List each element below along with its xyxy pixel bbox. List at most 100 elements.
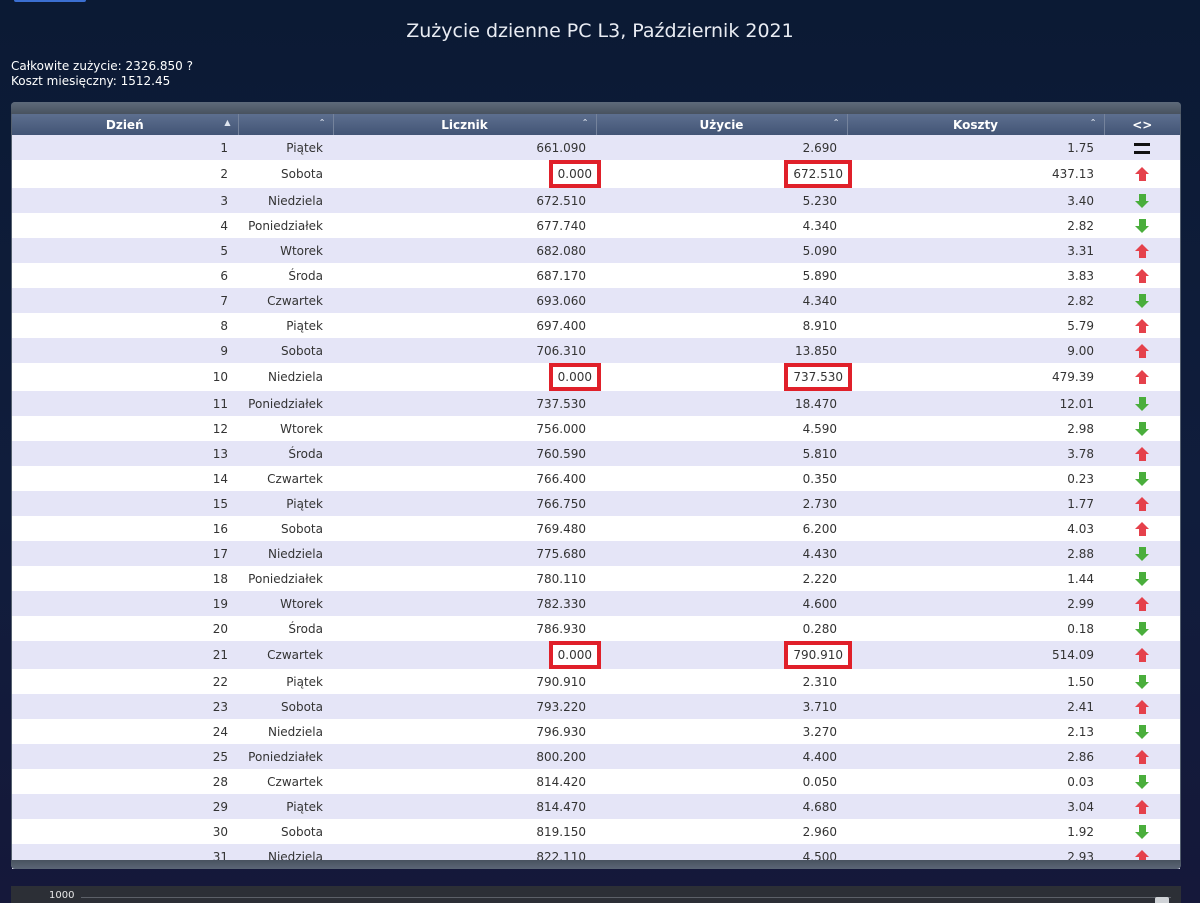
day-number: 18	[212, 571, 228, 586]
usage-value-cell: 2.220	[596, 566, 847, 591]
meter-reading: 682.080	[536, 243, 586, 258]
cost-value-cell: 5.79	[847, 313, 1104, 338]
usage-value: 8.910	[802, 318, 837, 333]
cost-value-cell: 479.39	[847, 363, 1104, 391]
usage-value: 5.810	[802, 446, 837, 461]
trend-cell	[1104, 188, 1180, 213]
column-header-cost-label: Koszty	[952, 117, 999, 132]
column-header-trend[interactable]: <>	[1104, 114, 1180, 135]
meter-reading: 775.680	[536, 546, 586, 561]
weekday-cell: Środa	[238, 263, 333, 288]
usage-value-cell: 672.510	[596, 160, 852, 188]
weekday-cell: Sobota	[238, 160, 333, 188]
day-number: 23	[212, 699, 228, 714]
meter-reading: 672.510	[536, 193, 586, 208]
cost-value-cell: 3.40	[847, 188, 1104, 213]
table-row: 11 Poniedziałek 737.530 18.470 12.01	[12, 391, 1180, 416]
trend-cell	[1104, 669, 1180, 694]
day-number-cell: 1	[12, 135, 238, 160]
arrow-down-icon	[1134, 724, 1150, 739]
meter-reading-cell: 0.000	[333, 363, 601, 391]
arrow-down-icon	[1134, 218, 1150, 233]
meter-reading-cell: 775.680	[333, 541, 596, 566]
usage-value-cell: 6.200	[596, 516, 847, 541]
trend-cell	[1104, 416, 1180, 441]
table-panel-bottom-bar	[11, 860, 1181, 869]
meter-reading: 706.310	[536, 343, 586, 358]
cost-value: 437.13	[1052, 167, 1094, 181]
trend-cell	[1104, 363, 1180, 391]
weekday: Czwartek	[267, 471, 323, 486]
weekday-cell: Poniedziałek	[238, 744, 333, 769]
chart-menu-button[interactable]	[1155, 897, 1169, 903]
meter-reading-cell: 677.740	[333, 213, 596, 238]
day-number-cell: 29	[12, 794, 238, 819]
day-number-cell: 24	[12, 719, 238, 744]
arrow-down-icon	[1134, 396, 1150, 411]
weekday: Niedziela	[267, 370, 323, 384]
weekday-cell: Czwartek	[238, 466, 333, 491]
cost-value-cell: 2.82	[847, 213, 1104, 238]
usage-value: 5.090	[802, 243, 837, 258]
column-header-day[interactable]: Dzień ▲	[12, 114, 239, 135]
usage-value-cell: 18.470	[596, 391, 847, 416]
column-header-meter[interactable]: Licznik ⌃	[333, 114, 597, 135]
arrow-up-icon	[1134, 268, 1150, 283]
usage-value-cell: 3.710	[596, 694, 847, 719]
day-number-cell: 19	[12, 591, 238, 616]
cost-value-cell: 1.77	[847, 491, 1104, 516]
trend-cell	[1104, 591, 1180, 616]
table-row: 16 Sobota 769.480 6.200 4.03	[12, 516, 1180, 541]
column-header-usage[interactable]: Użycie ⌃	[596, 114, 848, 135]
cost-value: 3.78	[1067, 446, 1094, 461]
column-header-weekday[interactable]: ⌃	[238, 114, 334, 135]
meter-reading-cell: 780.110	[333, 566, 596, 591]
trend-cell	[1104, 641, 1180, 669]
table-row: 30 Sobota 819.150 2.960 1.92	[12, 819, 1180, 844]
meter-reading: 786.930	[536, 621, 586, 636]
table-row: 14 Czwartek 766.400 0.350 0.23	[12, 466, 1180, 491]
total-usage-text: Całkowite zużycie: 2326.850 ?	[11, 59, 193, 73]
column-header-meter-label: Licznik	[441, 117, 488, 132]
cost-value: 2.82	[1067, 218, 1094, 233]
usage-value-cell: 4.590	[596, 416, 847, 441]
usage-chart-preview: 1000	[11, 886, 1181, 903]
cost-value-cell: 2.98	[847, 416, 1104, 441]
arrow-down-icon	[1134, 774, 1150, 789]
page-title: Zużycie dzienne PC L3, Październik 2021	[406, 20, 794, 42]
weekday: Piątek	[286, 318, 323, 333]
weekday-cell: Poniedziałek	[238, 213, 333, 238]
weekday-cell: Piątek	[238, 313, 333, 338]
weekday: Sobota	[281, 167, 323, 181]
day-number: 8	[220, 318, 228, 333]
trend-cell	[1104, 391, 1180, 416]
day-number-cell: 2	[12, 160, 238, 188]
weekday: Czwartek	[267, 293, 323, 308]
day-number-cell: 12	[12, 416, 238, 441]
weekday: Środa	[288, 268, 323, 283]
sort-asc-icon: ▲	[224, 118, 231, 127]
table-row: 10 Niedziela 0.000 737.530 479.39	[12, 363, 1180, 391]
usage-value-cell: 737.530	[596, 363, 852, 391]
meter-reading: 661.090	[536, 140, 586, 155]
cost-value: 2.86	[1067, 749, 1094, 764]
weekday-cell: Sobota	[238, 819, 333, 844]
meter-reading: 800.200	[536, 749, 586, 764]
usage-value: 2.690	[802, 140, 837, 155]
cost-value-cell: 1.75	[847, 135, 1104, 160]
weekday: Czwartek	[267, 648, 323, 662]
day-number-cell: 25	[12, 744, 238, 769]
day-number: 28	[212, 774, 228, 789]
usage-value: 2.310	[802, 674, 837, 689]
meter-reading-cell: 756.000	[333, 416, 596, 441]
table-row: 5 Wtorek 682.080 5.090 3.31	[12, 238, 1180, 263]
top-nav-tab[interactable]	[14, 0, 86, 2]
day-number-cell: 13	[12, 441, 238, 466]
usage-value-cell: 790.910	[596, 641, 852, 669]
table-row: 21 Czwartek 0.000 790.910 514.09	[12, 641, 1180, 669]
usage-value-cell: 4.340	[596, 213, 847, 238]
usage-value: 4.430	[802, 546, 837, 561]
usage-value: 5.230	[802, 193, 837, 208]
column-header-cost[interactable]: Koszty ⌃	[847, 114, 1105, 135]
weekday-cell: Piątek	[238, 135, 333, 160]
